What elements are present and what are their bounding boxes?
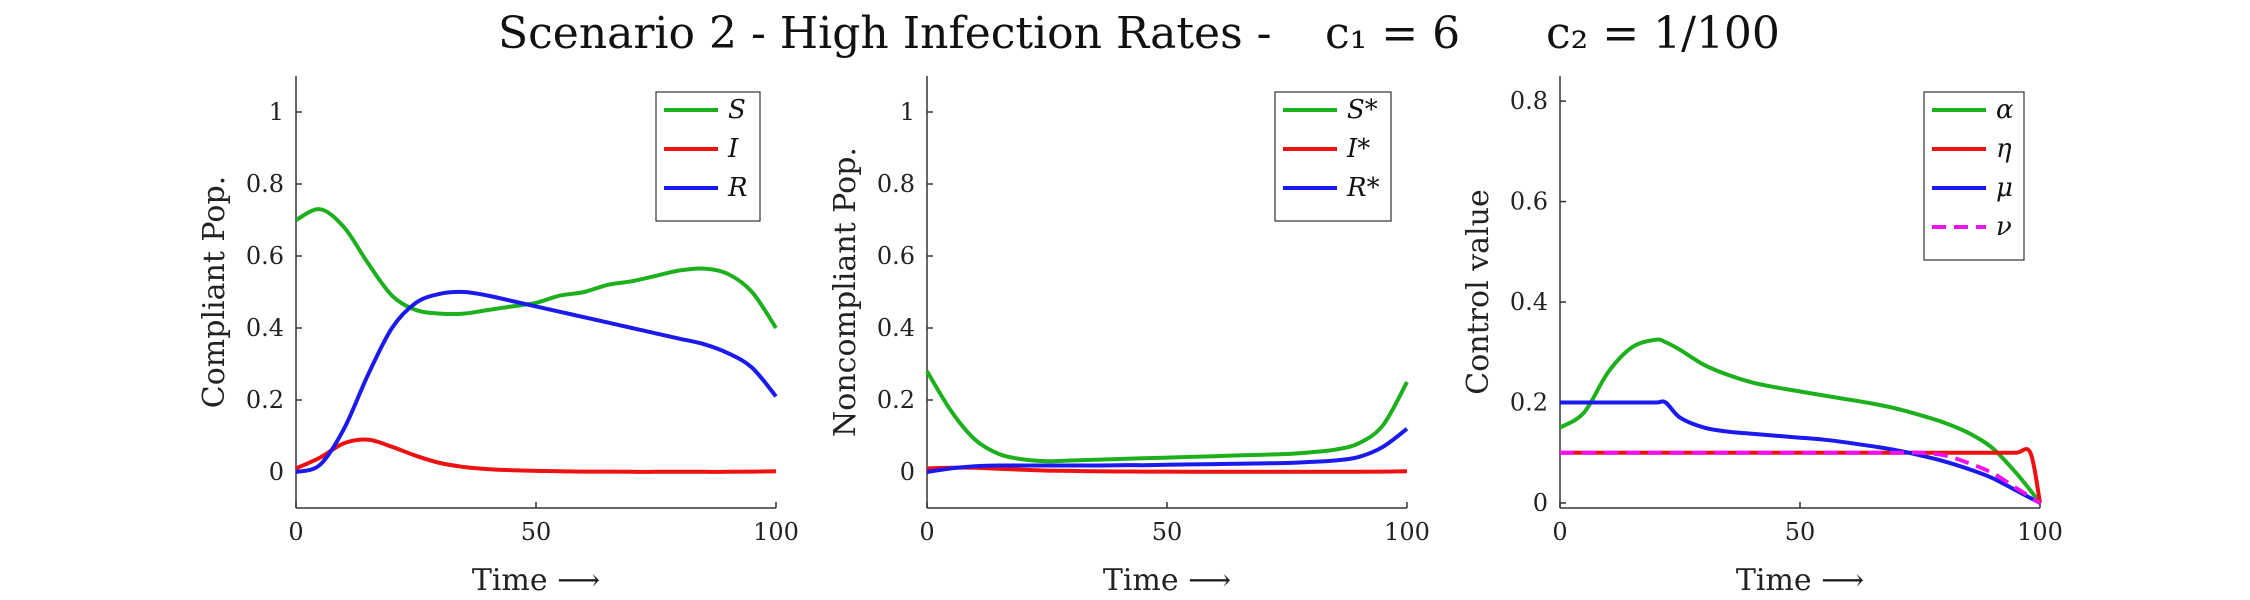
legend-box xyxy=(655,91,761,222)
series-line-0 xyxy=(295,207,778,330)
figure-title: Scenario 2 - High Infection Rates - xyxy=(498,8,1272,59)
panel-control: 0 0.2 0.4 0.6 0.8 0 50 100 Time ⟶ Control value αη… xyxy=(1461,76,2063,598)
y-tick-label: 0.2 xyxy=(246,386,284,414)
x-tick-label: 0 xyxy=(1552,518,1567,546)
legend-label: I xyxy=(727,134,739,164)
y-axis-label: Noncompliant Pop. xyxy=(828,147,863,437)
x-tick-label: 100 xyxy=(1384,518,1430,546)
x-tick-label: 0 xyxy=(288,518,303,546)
y-tick-label: 0.6 xyxy=(1510,188,1548,216)
x-tick-label: 50 xyxy=(1785,518,1816,546)
series-line-3 xyxy=(1560,450,2042,505)
y-tick-label: 0.2 xyxy=(1510,389,1548,417)
legend-box xyxy=(1274,91,1392,222)
y-tick-label: 0.8 xyxy=(877,170,915,198)
title-c2: c₂ = 1/100 xyxy=(1546,8,1780,59)
x-tick-label: 50 xyxy=(1152,518,1183,546)
legend-label: μ xyxy=(1996,173,2013,203)
x-tick-label: 100 xyxy=(753,518,799,546)
title-c1: c₁ = 6 xyxy=(1325,8,1460,59)
y-tick-label: 0 xyxy=(269,458,284,486)
y-tick-label: 0.4 xyxy=(877,314,915,342)
series-line-2 xyxy=(926,427,1409,474)
panel-compliant: 0 0.2 0.4 0.6 0.8 1 0 50 100 Time ⟶ Compliant Pop.… xyxy=(197,76,799,598)
panel-noncompliant: 0 0.2 0.4 0.6 0.8 1 0 50 100 Time ⟶ Noncompliant P… xyxy=(828,76,1430,598)
x-tick-label: 50 xyxy=(521,518,552,546)
y-tick-label: 0.4 xyxy=(246,314,284,342)
y-tick-label: 1 xyxy=(900,98,915,126)
y-tick-label: 1 xyxy=(269,98,284,126)
x-tick-label: 0 xyxy=(919,518,934,546)
y-axis-label: Compliant Pop. xyxy=(197,176,232,408)
legend-box xyxy=(1923,91,2025,261)
x-axis-label: Time ⟶ xyxy=(1736,563,1864,598)
y-tick-label: 0 xyxy=(1533,489,1548,517)
y-tick-label: 0.6 xyxy=(246,242,284,270)
y-tick-label: 0.2 xyxy=(877,386,915,414)
series-line-1 xyxy=(295,437,777,474)
x-tick-label: 100 xyxy=(2017,518,2063,546)
y-tick-label: 0.4 xyxy=(1510,288,1548,316)
series-line-1 xyxy=(1560,447,2042,504)
y-tick-label: 0.6 xyxy=(877,242,915,270)
y-tick-label: 0.8 xyxy=(246,170,284,198)
series-line-2 xyxy=(1560,399,2041,505)
x-axis-label: Time ⟶ xyxy=(1103,563,1231,598)
legend-label: η xyxy=(1996,134,2012,164)
series-line-0 xyxy=(1558,337,2042,505)
legend-label: I* xyxy=(1346,134,1370,164)
y-tick-label: 0 xyxy=(900,458,915,486)
legend-label: R xyxy=(727,173,748,203)
legend-label: R* xyxy=(1346,173,1380,203)
legend-label: ν xyxy=(1996,212,2012,242)
legend-label: α xyxy=(1996,95,2014,125)
y-tick-label: 0.8 xyxy=(1510,87,1548,115)
legend-label: S* xyxy=(1347,95,1378,125)
legend-label: S xyxy=(728,95,746,125)
series-line-1 xyxy=(926,465,1408,474)
y-axis-label: Control value xyxy=(1461,189,1496,394)
series-line-2 xyxy=(295,289,778,474)
x-axis-label: Time ⟶ xyxy=(472,563,600,598)
series-line-0 xyxy=(925,370,1409,464)
